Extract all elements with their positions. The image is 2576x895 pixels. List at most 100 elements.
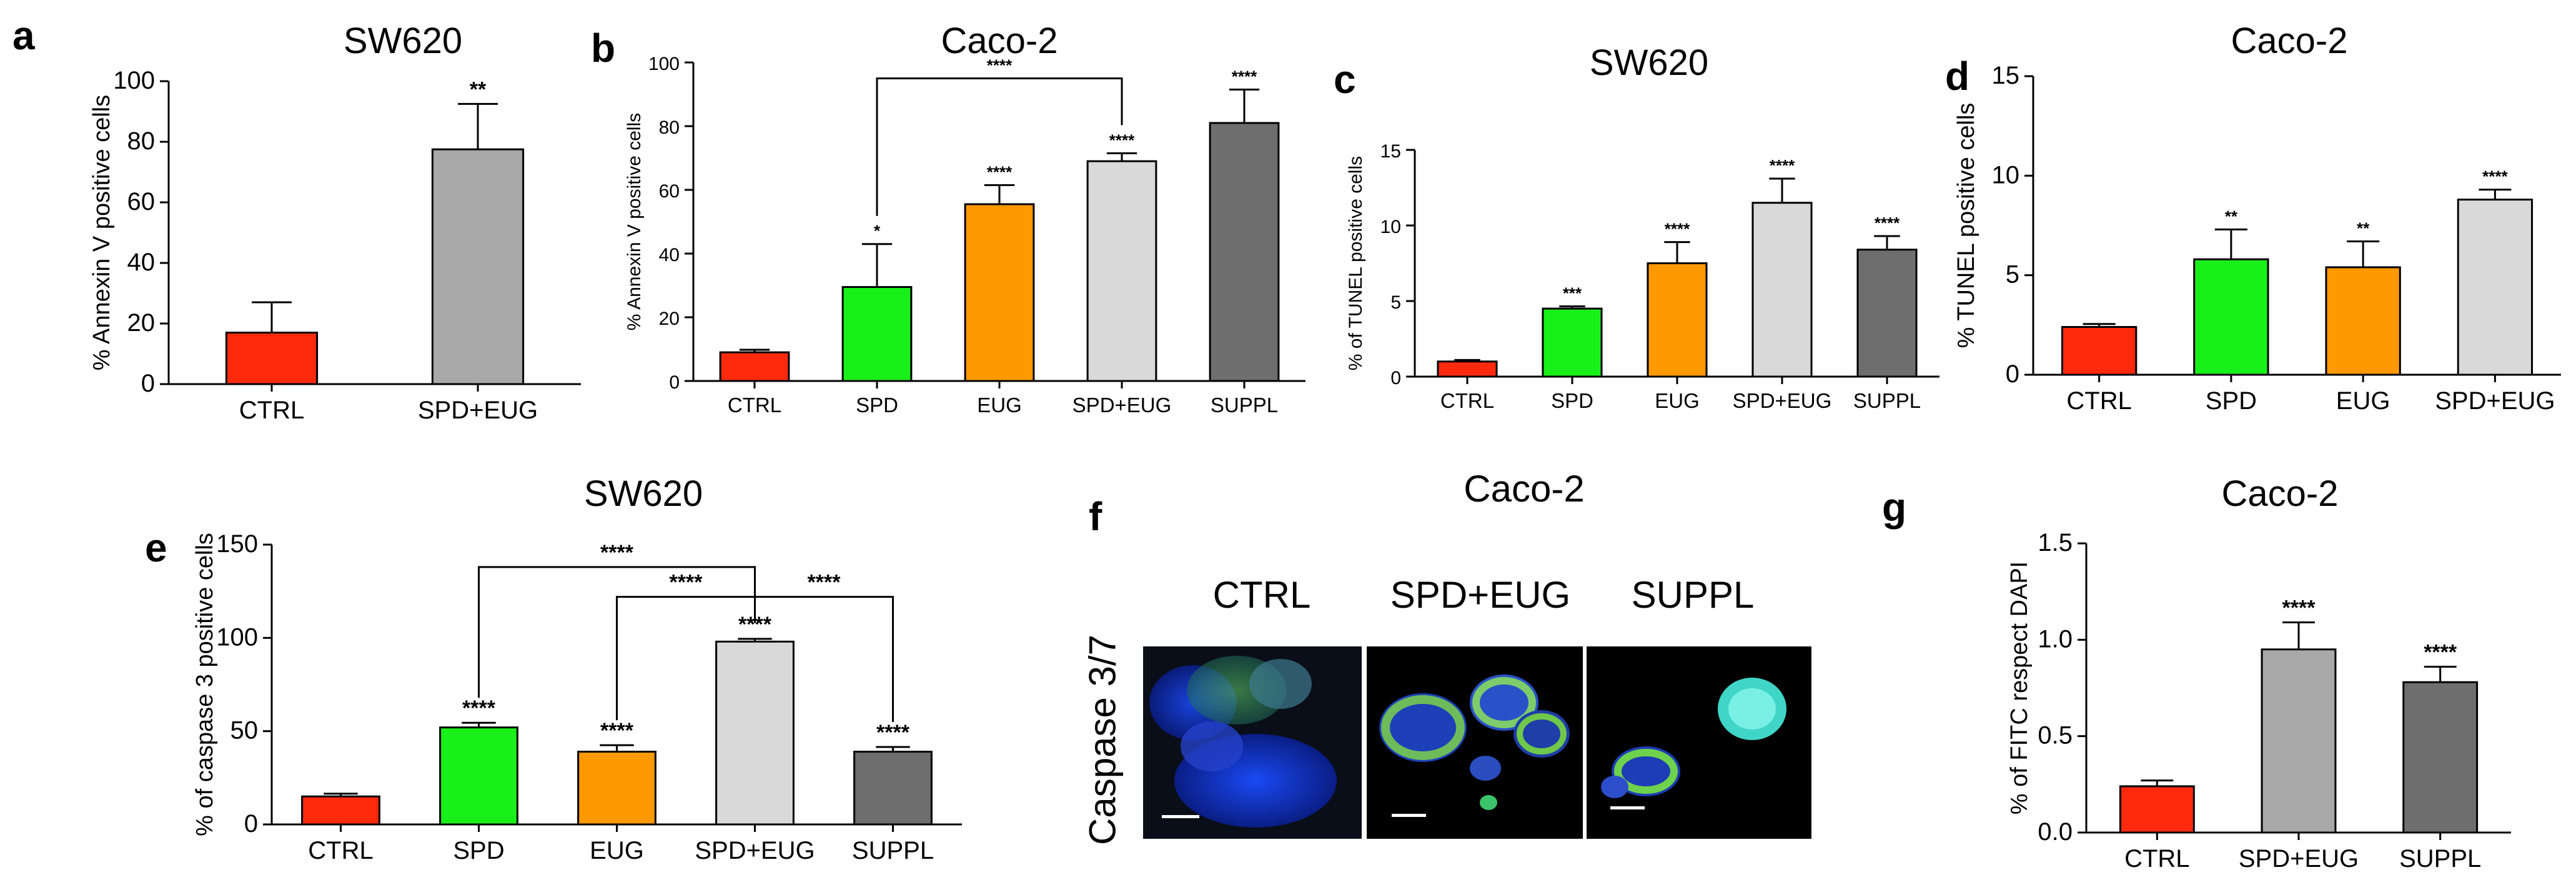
chart-b-significance: **** xyxy=(1232,67,1257,86)
chart-d-bar-eug xyxy=(2325,266,2401,376)
chart-e-category-label: CTRL xyxy=(308,837,373,864)
chart-b-category-label: EUG xyxy=(977,393,1022,417)
chart-e-category-label: EUG xyxy=(590,837,644,864)
chart-a-ytick-label: 100 xyxy=(113,67,155,94)
chart-d-ylabel: % TUNEL positive cells xyxy=(1953,103,1979,349)
micrograph-ctrl xyxy=(1143,646,1362,839)
chart-e-significance: **** xyxy=(876,721,910,744)
chart-b-bracket-label: **** xyxy=(987,56,1013,75)
chart-g-ytick-label: 0.5 xyxy=(2038,722,2073,749)
chart-c-bar-eug xyxy=(1647,262,1708,378)
chart-a-title: SW620 xyxy=(344,21,462,61)
chart-e-significance: **** xyxy=(462,696,496,720)
micrograph-suppl-image xyxy=(1587,646,1811,839)
chart-b-category-label: SPD+EUG xyxy=(1073,393,1172,417)
chart-c-bar-spd xyxy=(1542,307,1603,378)
chart-e-ytick-label: 0 xyxy=(244,810,258,838)
chart-a-ytick-label: 60 xyxy=(127,188,156,215)
chart-g-ytick-label: 1.5 xyxy=(2038,529,2073,556)
chart-e-bracket xyxy=(754,596,894,723)
chart-d-significance: ** xyxy=(2357,219,2370,237)
chart-b-bar-suppl xyxy=(1209,122,1280,382)
chart-g-category-label: CTRL xyxy=(2124,845,2189,873)
chart-b-category-label: CTRL xyxy=(728,393,781,417)
chart-d-category-label: CTRL xyxy=(2066,387,2131,415)
chart-e-ytick-label: 50 xyxy=(230,717,259,744)
chart-c-bar-ctrl xyxy=(1437,360,1498,378)
panel-label-c: c xyxy=(1334,57,1356,102)
chart-c-ytick-label: 15 xyxy=(1380,141,1401,162)
chart-d-category-label: EUG xyxy=(2336,387,2390,415)
chart-c-significance: *** xyxy=(1563,284,1582,302)
chart-b-bar-eug xyxy=(964,203,1035,382)
chart-e-bracket xyxy=(478,566,756,698)
chart-b-ytick-label: 80 xyxy=(659,117,680,138)
chart-c: SW620 % of TUNEL positive cells 0 5 10 15 CTRL… xyxy=(1337,25,1961,425)
chart-d-category-label: SPD xyxy=(2206,387,2257,415)
panel-f-row-label: Caspase 3/7 xyxy=(1081,635,1124,845)
chart-c-bar-spd-eug xyxy=(1751,202,1813,378)
chart-c-category-label: SUPPL xyxy=(1853,389,1921,412)
chart-a-ytick-label: 0 xyxy=(141,370,155,397)
chart-a-ytick-label: 80 xyxy=(127,127,156,155)
chart-c-significance: **** xyxy=(1665,220,1690,239)
chart-d-bar-spd-eug xyxy=(2457,199,2534,376)
panel-f-col-spdeug: SPD+EUG xyxy=(1390,574,1571,616)
chart-d: Caco-2 % TUNEL positive cells 0 5 10 15 CTRL SP… xyxy=(1949,21,2574,422)
chart-d-category-label: SPD+EUG xyxy=(2435,387,2555,415)
panel-f-title: Caco-2 xyxy=(1464,468,1585,510)
chart-c-svg: SW620 % of TUNEL positive cells 0 5 10 15 CTRL… xyxy=(1345,42,1939,412)
chart-d-ytick-label: 15 xyxy=(1992,62,2020,89)
chart-b-ytick-label: 0 xyxy=(669,372,680,393)
chart-g-ylabel: % of FITC respect DAPI xyxy=(2006,561,2033,814)
chart-a-ytick-label: 20 xyxy=(127,309,156,337)
chart-b-category-label: SUPPL xyxy=(1211,393,1278,417)
chart-g: Caco-2 % of FITC respect DAPI 0.0 0.5 1.0 1.5… xyxy=(1886,468,2555,881)
chart-g-category-label: SUPPL xyxy=(2399,845,2481,873)
chart-g-significance: **** xyxy=(2282,596,2316,620)
panel-f-col-suppl: SUPPL xyxy=(1631,574,1755,616)
chart-c-ylabel: % of TUNEL positive cells xyxy=(1345,156,1366,370)
micrograph-suppl xyxy=(1587,646,1811,839)
chart-e-category-label: SUPPL xyxy=(852,837,934,864)
chart-b: Caco-2 % Annexin V positive cells 0 20 40 60 8… xyxy=(600,21,1330,418)
chart-g-bar-ctrl xyxy=(2119,785,2195,834)
chart-c-significance: **** xyxy=(1875,214,1900,232)
chart-b-significance: * xyxy=(874,222,881,240)
chart-b-ytick-label: 20 xyxy=(659,309,680,329)
micrograph-spd-eug-image xyxy=(1367,646,1583,839)
chart-a-ytick-label: 40 xyxy=(127,249,156,276)
chart-c-category-label: CTRL xyxy=(1440,389,1494,412)
chart-c-category-label: EUG xyxy=(1655,389,1700,412)
chart-d-ytick-label: 5 xyxy=(2006,261,2019,289)
panel-label-e: e xyxy=(145,525,167,570)
chart-d-bar-ctrl xyxy=(2061,326,2138,376)
chart-g-ytick-label: 1.0 xyxy=(2038,625,2073,653)
chart-c-category-label: SPD+EUG xyxy=(1733,389,1832,412)
chart-a-category-label: CTRL xyxy=(239,397,304,424)
chart-e-category-label: SPD xyxy=(453,837,504,864)
chart-c-title: SW620 xyxy=(1590,42,1708,83)
chart-e-bar-suppl xyxy=(853,751,933,826)
chart-g-significance: **** xyxy=(2424,641,2457,665)
panel-label-g: g xyxy=(1882,485,1907,530)
chart-b-svg: Caco-2 % Annexin V positive cells 0 20 40 60 8… xyxy=(624,21,1305,417)
chart-a: SW620 % Annexin V positive cells 0 20 40 60 80… xyxy=(89,19,593,424)
panel-f-col-ctrl: CTRL xyxy=(1212,574,1311,616)
chart-e-svg: SW620 % of caspase 3 positive cells 0 50 100… xyxy=(192,473,962,864)
panel-label-a: a xyxy=(12,13,35,58)
chart-b-bar-spd xyxy=(841,286,913,382)
chart-e-significance: **** xyxy=(600,719,634,743)
chart-g-bar-suppl xyxy=(2402,681,2479,834)
chart-c-ytick-label: 10 xyxy=(1380,217,1401,237)
chart-g-bar-spd-eug xyxy=(2261,648,2337,834)
chart-g-title: Caco-2 xyxy=(2222,473,2339,514)
chart-c-ytick-label: 0 xyxy=(1390,368,1401,388)
chart-d-title: Caco-2 xyxy=(2231,21,2348,61)
chart-d-ytick-label: 0 xyxy=(2006,360,2019,388)
chart-e-ytick-label: 100 xyxy=(216,623,258,651)
chart-e-title: SW620 xyxy=(584,473,703,514)
panel-label-f: f xyxy=(1089,494,1102,539)
chart-g-category-label: SPD+EUG xyxy=(2239,845,2359,873)
chart-a-bar-ctrl xyxy=(225,332,319,385)
